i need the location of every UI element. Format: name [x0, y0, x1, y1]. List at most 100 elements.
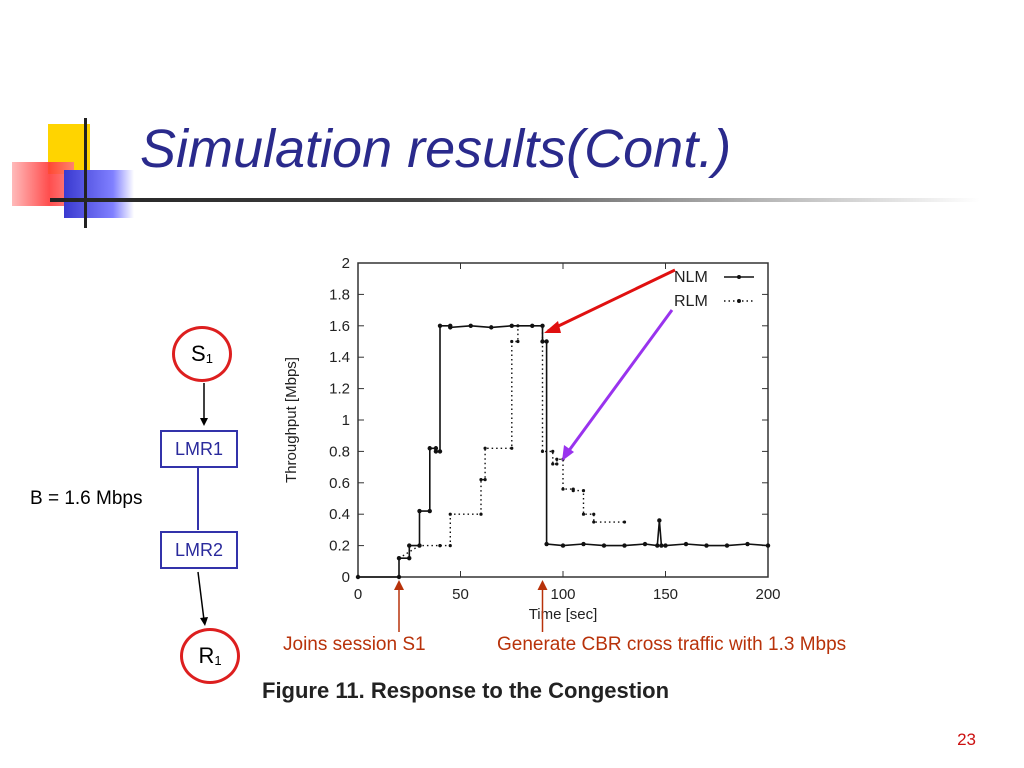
node-receiver-label: R — [198, 643, 215, 668]
legend-label: NLM — [674, 269, 708, 286]
series-rlm-point — [510, 446, 514, 450]
chart-legend: NLM RLM — [674, 269, 754, 310]
router-lmr2: LMR2 — [160, 531, 238, 569]
arrowhead-lmr2-r1 — [200, 617, 208, 626]
node-receiver-sub: 1 — [214, 652, 222, 668]
nlm-callout-arrowhead — [544, 321, 561, 333]
series-rlm-point — [516, 339, 520, 344]
chart-series — [355, 323, 771, 580]
legend-marker — [737, 299, 741, 303]
series-nlm-point — [407, 555, 412, 561]
legend-marker — [737, 275, 741, 279]
series-rlm-point — [479, 512, 483, 516]
series-nlm-point — [417, 508, 422, 514]
x-tick-label: 50 — [452, 586, 469, 603]
series-nlm-point — [437, 449, 443, 454]
series-nlm-point — [601, 543, 607, 548]
x-tick-label: 200 — [755, 586, 780, 603]
series-rlm-point — [551, 449, 555, 453]
bandwidth-label: B = 1.6 Mbps — [30, 488, 143, 509]
series-rlm-point — [540, 324, 545, 328]
series-rlm-point — [540, 449, 545, 453]
series-rlm-point — [581, 512, 586, 516]
series-nlm-point — [437, 323, 443, 328]
throughput-chart: 00.20.40.60.811.21.41.61.820 50 100 150 200 … — [283, 255, 781, 623]
annotation-join-session: Joins session S1 — [283, 634, 426, 655]
series-nlm-point — [655, 543, 660, 548]
y-tick-label: 2 — [342, 255, 350, 272]
series-rlm-point — [479, 478, 483, 482]
series-nlm-point — [560, 543, 566, 548]
series-rlm-point — [448, 512, 452, 516]
x-tick-label: 150 — [653, 586, 678, 603]
node-source-label: S — [191, 341, 206, 366]
series-rlm-point — [555, 462, 559, 466]
rlm-callout-arrow — [563, 309, 674, 457]
y-tick-label: 0.4 — [329, 506, 350, 523]
y-tick-label: 1.8 — [329, 286, 350, 303]
series-nlm-point — [427, 508, 432, 514]
series-nlm-point — [745, 541, 750, 547]
series-rlm-line — [398, 325, 625, 559]
y-tick-label: 0 — [342, 569, 350, 586]
series-nlm-point — [663, 543, 668, 548]
series-rlm-point — [581, 489, 586, 493]
series-rlm-point — [438, 544, 442, 548]
series-rlm-point — [551, 462, 555, 466]
series-rlm-point — [622, 520, 627, 524]
chart-ticks: 0 0.2 0.4 0.6 0.8 1 1.2 1.4 1.6 1.8 2 0 50 100 150 200 — [329, 255, 780, 603]
y-tick-label: 1 — [342, 412, 350, 429]
x-tick-label: 0 — [354, 586, 362, 603]
y-tick-label: 1.4 — [329, 349, 350, 366]
series-nlm-point — [544, 339, 549, 344]
series-rlm-point — [555, 457, 559, 461]
series-rlm-point — [592, 520, 596, 524]
series-nlm-point — [683, 541, 689, 547]
y-axis-label: Throughput [Mbps] — [283, 357, 300, 483]
series-rlm-point — [397, 556, 401, 560]
join-session-arrowhead — [394, 580, 404, 590]
title-underline — [50, 198, 980, 202]
series-nlm-point — [427, 446, 432, 451]
series-nlm-point — [642, 541, 648, 547]
series-rlm-point — [483, 446, 487, 450]
cross-traffic-arrowhead — [537, 580, 548, 590]
series-nlm-point — [622, 543, 627, 548]
series-nlm-point — [659, 543, 664, 548]
series-nlm-point — [489, 325, 494, 330]
series-nlm-point — [355, 574, 361, 580]
router-lmr1: LMR1 — [160, 430, 238, 468]
series-nlm-point — [433, 449, 439, 454]
series-nlm-point — [704, 543, 709, 548]
series-rlm-point — [516, 324, 520, 328]
router-lmr2-label: LMR2 — [174, 539, 223, 560]
series-rlm-point — [571, 489, 575, 493]
y-tick-label: 0.6 — [329, 475, 350, 492]
series-nlm-point — [657, 518, 662, 523]
logo-blue-square — [64, 170, 134, 218]
y-tick-label: 0.2 — [329, 538, 350, 555]
annotation-cross-traffic: Generate CBR cross traffic with 1.3 Mbps — [497, 634, 847, 655]
rlm-callout-arrowhead — [562, 445, 574, 461]
series-rlm-point — [561, 487, 565, 491]
series-nlm-point — [448, 325, 453, 330]
series-nlm-point — [407, 543, 412, 548]
series-nlm-point — [581, 541, 586, 547]
series-nlm-point — [468, 323, 473, 328]
nlm-callout-arrow — [547, 268, 676, 333]
series-rlm-point — [483, 478, 487, 482]
arrowhead-s1-lmr1 — [200, 418, 208, 426]
series-nlm-point — [724, 543, 730, 548]
x-tick-label: 100 — [550, 586, 575, 603]
series-nlm-point — [433, 446, 439, 451]
figure-caption: Figure 11. Response to the Congestion — [262, 678, 670, 703]
y-tick-label: 1.2 — [329, 381, 350, 398]
series-rlm-point — [510, 339, 514, 344]
series-nlm-point — [765, 543, 771, 548]
node-source-sub: 1 — [205, 350, 213, 366]
y-tick-label: 1.6 — [329, 318, 350, 335]
page-title: Simulation results(Cont.) — [140, 119, 732, 179]
